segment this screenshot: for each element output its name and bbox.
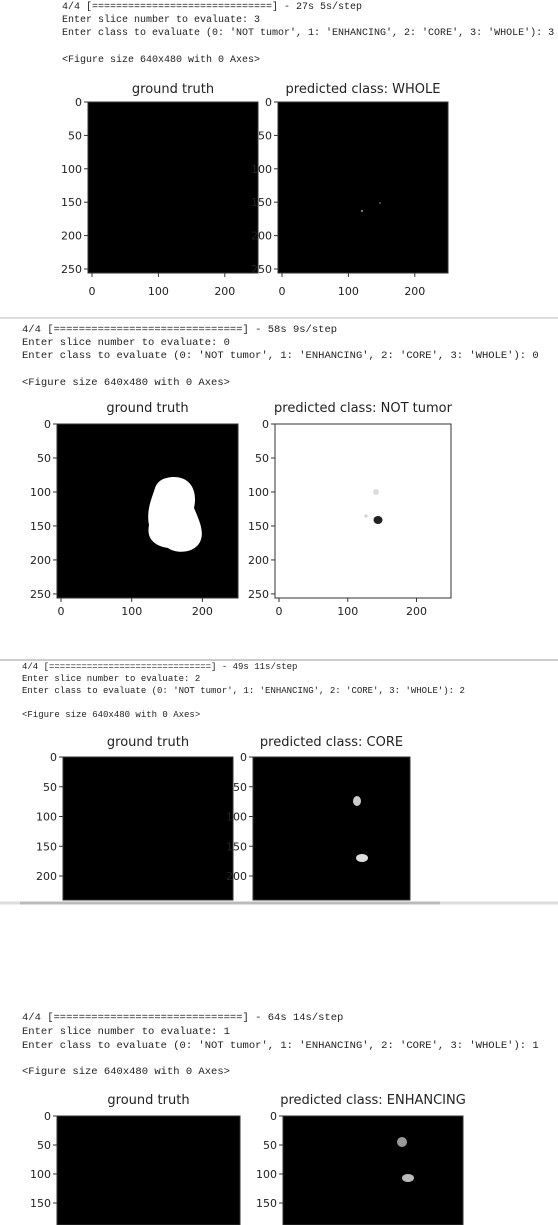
y-tick-label: 100 (226, 811, 247, 824)
y-tick-label: 200 (30, 554, 51, 567)
y-tick-label: 100 (248, 486, 269, 499)
x-tick-label: 0 (276, 605, 283, 618)
console-line: Enter class to evaluate (0: 'NOT tumor',… (22, 1040, 539, 1052)
x-tick-label: 0 (58, 605, 65, 618)
plot-title: ground truth (132, 82, 214, 97)
y-tick-label: 0 (270, 1110, 277, 1123)
console-line: 4/4 [==============================] - 4… (22, 662, 297, 672)
y-tick-label: 100 (61, 163, 82, 176)
x-tick-label: 100 (148, 285, 169, 298)
image-plot (278, 102, 448, 273)
y-tick-label: 0 (50, 751, 57, 764)
mask-region (353, 796, 361, 806)
y-tick-label: 50 (37, 452, 51, 465)
x-tick-label: 100 (338, 285, 359, 298)
console-line: Enter slice number to evaluate: 2 (22, 674, 200, 684)
image-plot (283, 1116, 463, 1225)
image-plot (63, 757, 233, 900)
figure-size: <Figure size 640x480 with 0 Axes> (22, 710, 200, 720)
y-tick-label: 100 (30, 486, 51, 499)
mask-region (379, 202, 381, 204)
y-tick-label: 150 (30, 1197, 51, 1210)
mask-region (356, 854, 368, 862)
y-tick-label: 150 (30, 520, 51, 533)
mask-region (397, 1137, 407, 1147)
y-tick-label: 0 (44, 418, 51, 431)
y-tick-label: 50 (43, 781, 57, 794)
y-tick-label: 0 (44, 1110, 51, 1123)
console-line: Enter slice number to evaluate: 3 (62, 14, 260, 26)
y-tick-label: 50 (68, 129, 82, 142)
y-tick-label: 0 (240, 751, 247, 764)
console-line: 4/4 [==============================] - 2… (62, 1, 362, 13)
y-tick-label: 150 (61, 196, 82, 209)
image-plot (253, 757, 410, 900)
x-tick-label: 0 (89, 285, 96, 298)
console-line: Enter slice number to evaluate: 0 (22, 337, 230, 349)
image-plot (57, 1116, 240, 1225)
x-tick-label: 200 (214, 285, 235, 298)
y-tick-label: 50 (263, 1139, 277, 1152)
y-tick-label: 0 (262, 418, 269, 431)
y-tick-label: 50 (258, 129, 272, 142)
y-tick-label: 250 (248, 588, 269, 601)
plot-title: predicted class: CORE (260, 735, 403, 750)
y-tick-label: 200 (248, 554, 269, 567)
y-tick-label: 150 (226, 840, 247, 853)
y-tick-label: 250 (30, 588, 51, 601)
y-tick-label: 200 (61, 230, 82, 243)
y-tick-label: 200 (226, 870, 247, 883)
plot-title: ground truth (107, 1093, 189, 1108)
plot-title: predicted class: WHOLE (286, 82, 441, 97)
mask-region (361, 210, 363, 212)
y-tick-label: 50 (233, 781, 247, 794)
x-tick-label: 200 (192, 605, 213, 618)
mask-region (365, 515, 368, 518)
console-line: Enter class to evaluate (0: 'NOT tumor',… (22, 350, 539, 362)
y-tick-label: 50 (255, 452, 269, 465)
y-tick-label: 100 (36, 811, 57, 824)
x-tick-label: 200 (406, 605, 427, 618)
figure-size: <Figure size 640x480 with 0 Axes> (62, 54, 260, 66)
x-tick-label: 100 (337, 605, 358, 618)
figure-size: <Figure size 640x480 with 0 Axes> (22, 377, 230, 389)
mask-region (373, 489, 379, 495)
y-tick-label: 50 (37, 1139, 51, 1152)
console-line: 4/4 [==============================] - 5… (22, 324, 337, 336)
y-tick-label: 150 (256, 1197, 277, 1210)
plot-title: predicted class: ENHANCING (280, 1093, 466, 1108)
console-line: Enter slice number to evaluate: 1 (22, 1026, 230, 1038)
y-tick-label: 200 (36, 870, 57, 883)
x-tick-label: 0 (279, 285, 286, 298)
y-tick-label: 150 (36, 840, 57, 853)
mask-region (374, 516, 383, 524)
y-tick-label: 250 (251, 263, 272, 276)
plot-title: ground truth (107, 735, 189, 750)
y-tick-label: 150 (248, 520, 269, 533)
image-plot (57, 424, 238, 598)
image-plot (88, 102, 258, 273)
y-tick-label: 100 (251, 163, 272, 176)
y-tick-label: 250 (61, 263, 82, 276)
console-line: Enter class to evaluate (0: 'NOT tumor',… (62, 27, 554, 39)
y-tick-label: 100 (30, 1168, 51, 1181)
console-line: Enter class to evaluate (0: 'NOT tumor',… (22, 686, 465, 696)
y-tick-label: 0 (75, 96, 82, 109)
x-tick-label: 100 (121, 605, 142, 618)
y-tick-label: 100 (256, 1168, 277, 1181)
figure-size: <Figure size 640x480 with 0 Axes> (22, 1066, 230, 1078)
image-plot (275, 424, 451, 598)
y-tick-label: 0 (265, 96, 272, 109)
y-tick-label: 200 (251, 230, 272, 243)
plot-title: predicted class: NOT tumor (274, 401, 453, 416)
notebook-output: 4/4 [==============================] - 2… (0, 0, 558, 1225)
y-tick-label: 150 (251, 196, 272, 209)
plot-title: ground truth (106, 401, 188, 416)
mask-region (402, 1174, 414, 1182)
x-tick-label: 200 (404, 285, 425, 298)
console-line: 4/4 [==============================] - 6… (22, 1012, 343, 1024)
